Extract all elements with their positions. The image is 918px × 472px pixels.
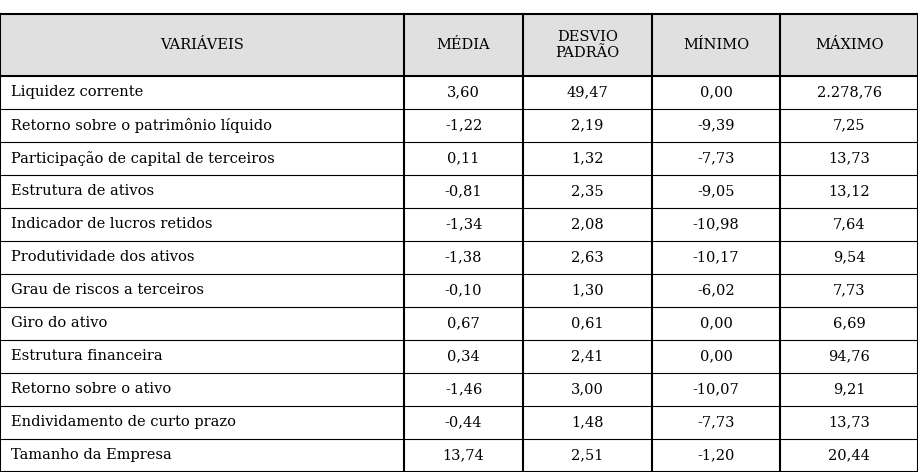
Text: 0,00: 0,00 <box>700 85 733 99</box>
Text: 6,69: 6,69 <box>833 316 866 330</box>
Text: 13,73: 13,73 <box>828 415 870 430</box>
Text: 49,47: 49,47 <box>566 85 609 99</box>
Text: -1,46: -1,46 <box>445 382 482 396</box>
Text: -0,44: -0,44 <box>445 415 482 430</box>
Text: Estrutura de ativos: Estrutura de ativos <box>11 184 154 198</box>
Text: Indicador de lucros retidos: Indicador de lucros retidos <box>11 217 212 231</box>
Text: 0,61: 0,61 <box>571 316 604 330</box>
Text: -7,73: -7,73 <box>698 415 734 430</box>
Text: 1,30: 1,30 <box>571 283 604 297</box>
Text: 3,00: 3,00 <box>571 382 604 396</box>
Text: 2,63: 2,63 <box>571 250 604 264</box>
Text: Retorno sobre o ativo: Retorno sobre o ativo <box>11 382 172 396</box>
Text: 0,00: 0,00 <box>700 316 733 330</box>
Text: DESVIO
PADRÃO: DESVIO PADRÃO <box>555 30 620 60</box>
Text: 9,21: 9,21 <box>833 382 866 396</box>
Text: 0,00: 0,00 <box>700 349 733 363</box>
Text: 13,73: 13,73 <box>828 151 870 165</box>
Text: Retorno sobre o patrimônio líquido: Retorno sobre o patrimônio líquido <box>11 118 272 133</box>
Text: 94,76: 94,76 <box>828 349 870 363</box>
Text: VARIÁVEIS: VARIÁVEIS <box>160 38 244 52</box>
Text: 2,08: 2,08 <box>571 217 604 231</box>
Text: -7,73: -7,73 <box>698 151 734 165</box>
Text: Grau de riscos a terceiros: Grau de riscos a terceiros <box>11 283 204 297</box>
Text: 1,48: 1,48 <box>571 415 604 430</box>
Text: -1,34: -1,34 <box>445 217 482 231</box>
Text: 0,11: 0,11 <box>447 151 480 165</box>
Text: 13,12: 13,12 <box>828 184 870 198</box>
Text: 7,25: 7,25 <box>833 118 866 132</box>
Text: 7,64: 7,64 <box>833 217 866 231</box>
Text: -10,17: -10,17 <box>693 250 739 264</box>
Text: Liquidez corrente: Liquidez corrente <box>11 85 143 99</box>
Text: 3,60: 3,60 <box>447 85 480 99</box>
Text: Participação de capital de terceiros: Participação de capital de terceiros <box>11 151 274 166</box>
Text: -6,02: -6,02 <box>698 283 734 297</box>
Text: -10,07: -10,07 <box>693 382 739 396</box>
Text: 0,67: 0,67 <box>447 316 480 330</box>
Text: -10,98: -10,98 <box>693 217 739 231</box>
Text: Endividamento de curto prazo: Endividamento de curto prazo <box>11 415 236 430</box>
Text: Tamanho da Empresa: Tamanho da Empresa <box>11 448 172 463</box>
Bar <box>0 14 918 76</box>
Text: 1,32: 1,32 <box>571 151 604 165</box>
Text: 2,41: 2,41 <box>571 349 604 363</box>
Text: Giro do ativo: Giro do ativo <box>11 316 107 330</box>
Text: -9,05: -9,05 <box>698 184 734 198</box>
Text: 2,51: 2,51 <box>571 448 604 463</box>
Text: 9,54: 9,54 <box>833 250 866 264</box>
Text: 13,74: 13,74 <box>442 448 485 463</box>
Text: Produtividade dos ativos: Produtividade dos ativos <box>11 250 195 264</box>
Text: 2.278,76: 2.278,76 <box>817 85 881 99</box>
Text: 7,73: 7,73 <box>833 283 866 297</box>
Text: -1,22: -1,22 <box>445 118 482 132</box>
Text: -1,38: -1,38 <box>445 250 482 264</box>
Text: -0,81: -0,81 <box>445 184 482 198</box>
Text: -9,39: -9,39 <box>698 118 734 132</box>
Text: 0,34: 0,34 <box>447 349 480 363</box>
Text: Estrutura financeira: Estrutura financeira <box>11 349 162 363</box>
Text: 2,35: 2,35 <box>571 184 604 198</box>
Text: -0,10: -0,10 <box>445 283 482 297</box>
Text: MÍNIMO: MÍNIMO <box>683 38 749 52</box>
Text: 20,44: 20,44 <box>828 448 870 463</box>
Text: MÁXIMO: MÁXIMO <box>815 38 883 52</box>
Text: 2,19: 2,19 <box>571 118 604 132</box>
Text: MÉDIA: MÉDIA <box>437 38 490 52</box>
Text: -1,20: -1,20 <box>698 448 734 463</box>
